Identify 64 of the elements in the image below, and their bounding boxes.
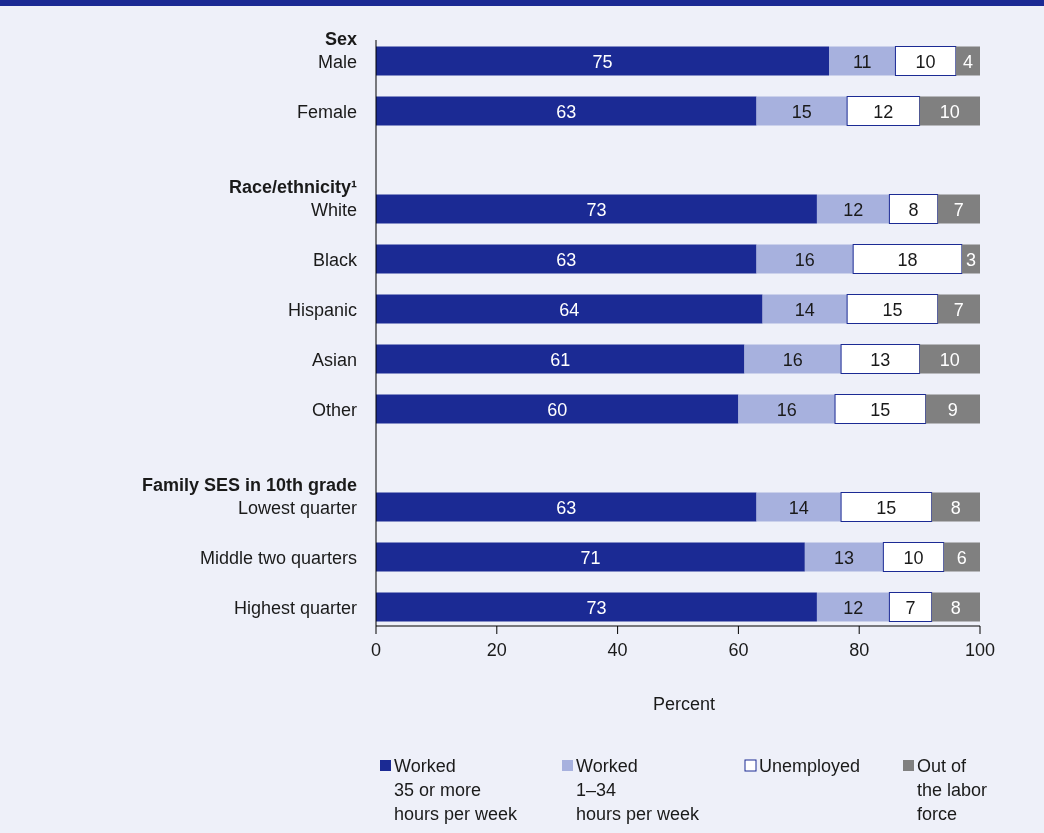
- x-axis-title: Percent: [652, 694, 716, 714]
- data-label: 3: [965, 249, 976, 270]
- data-label: 13: [834, 547, 855, 568]
- y-tick-label: Lowest quarter: [237, 497, 357, 518]
- legend-label: Unemployed: [759, 756, 861, 776]
- data-label: 7: [953, 299, 964, 320]
- y-tick-label: Middle two quarters: [199, 547, 357, 568]
- x-tick-label: 60: [728, 640, 749, 660]
- data-label: 8: [950, 597, 961, 618]
- y-tick-label: Black: [312, 249, 358, 270]
- data-label: 12: [843, 199, 864, 220]
- y-tick-label: Highest quarter: [233, 597, 357, 618]
- data-label: 7: [953, 199, 964, 220]
- data-label: 14: [788, 497, 809, 518]
- data-label: 9: [947, 399, 958, 420]
- data-label: 16: [794, 249, 815, 270]
- data-label: 10: [939, 349, 960, 370]
- y-tick-label: Asian: [311, 349, 357, 370]
- data-label: 75: [592, 51, 613, 72]
- x-tick-label: 40: [607, 640, 628, 660]
- data-label: 8: [950, 497, 961, 518]
- data-label: 63: [556, 101, 577, 122]
- data-label: 15: [870, 399, 891, 420]
- data-label: 16: [776, 399, 797, 420]
- data-label: 10: [939, 101, 960, 122]
- data-label: 4: [962, 51, 973, 72]
- legend-label: Out of the labor force: [917, 756, 988, 824]
- data-label: 15: [876, 497, 897, 518]
- data-label: 63: [556, 497, 577, 518]
- x-tick-label: 0: [370, 640, 382, 660]
- data-label: 12: [843, 597, 864, 618]
- data-label: 73: [586, 199, 607, 220]
- data-label: 16: [782, 349, 803, 370]
- data-label: 10: [903, 547, 924, 568]
- data-label: 63: [556, 249, 577, 270]
- data-label: 11: [852, 51, 872, 72]
- y-tick-label: Family SES in 10th grade: [141, 474, 357, 495]
- y-tick-label: Other: [311, 399, 357, 420]
- data-label: 64: [559, 299, 580, 320]
- y-tick-label: Male: [317, 51, 357, 72]
- data-label: 14: [794, 299, 815, 320]
- x-tick-label: 100: [964, 640, 996, 660]
- x-tick-label: 80: [849, 640, 870, 660]
- data-label: 18: [897, 249, 918, 270]
- data-label: 60: [547, 399, 568, 420]
- data-label: 12: [873, 101, 894, 122]
- y-tick-label: Hispanic: [287, 299, 357, 320]
- y-tick-label: Sex: [324, 28, 357, 49]
- data-label: 7: [905, 597, 916, 618]
- x-tick-label: 20: [486, 640, 507, 660]
- data-label: 8: [908, 199, 919, 220]
- y-tick-label: Female: [296, 101, 357, 122]
- y-tick-label: White: [310, 199, 357, 220]
- legend-label: Worked 1–34 hours per week: [576, 756, 701, 824]
- data-label: 10: [915, 51, 936, 72]
- data-label: 15: [882, 299, 903, 320]
- data-label: 15: [791, 101, 812, 122]
- data-label: 71: [580, 547, 601, 568]
- data-label: 61: [550, 349, 571, 370]
- legend-label: Worked 35 or more hours per week: [394, 756, 519, 824]
- y-tick-label: Race/ethnicity¹: [228, 176, 357, 197]
- data-label: 13: [870, 349, 891, 370]
- data-label: 73: [586, 597, 607, 618]
- data-label: 6: [956, 547, 967, 568]
